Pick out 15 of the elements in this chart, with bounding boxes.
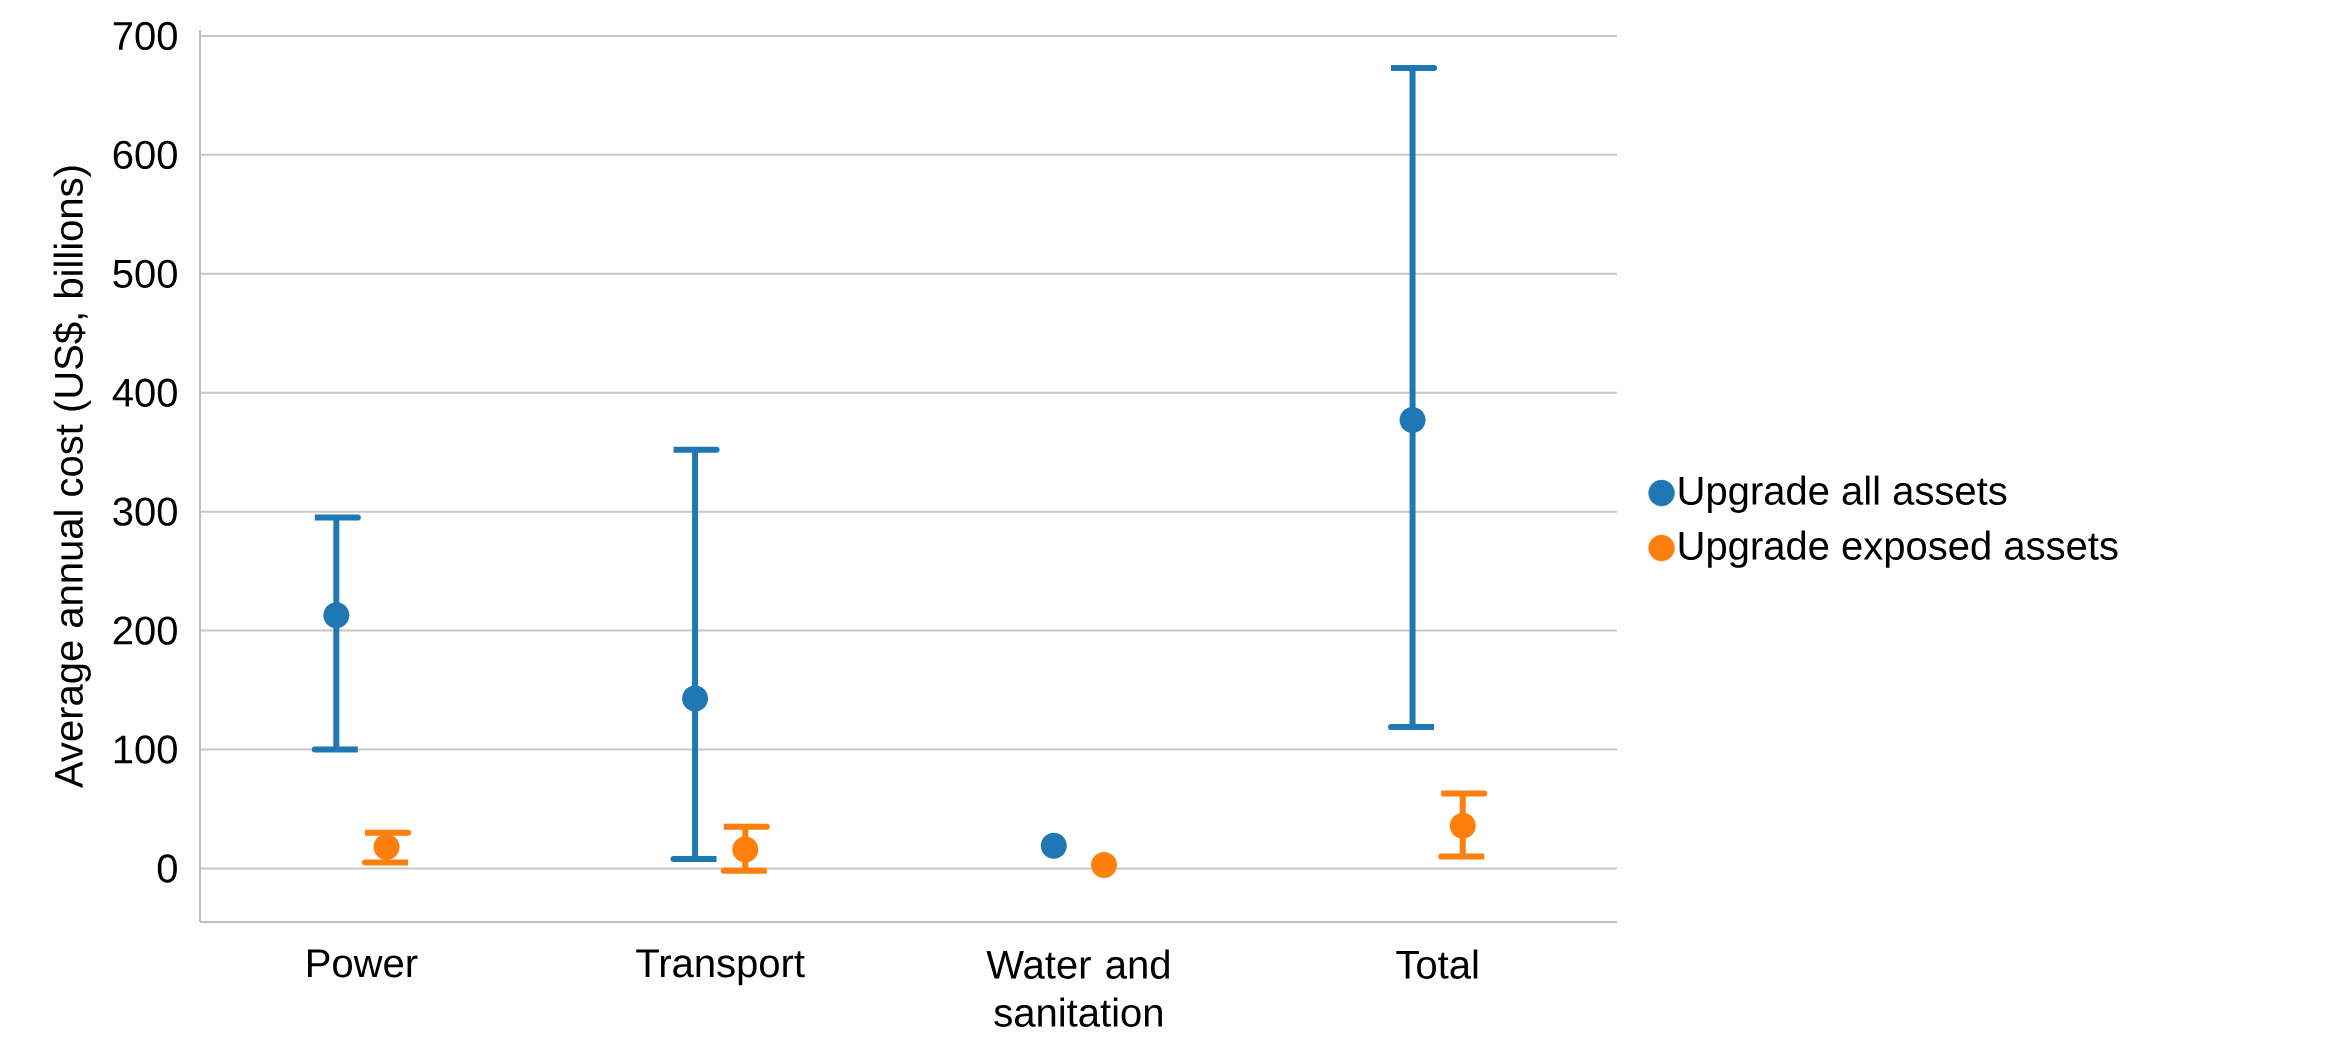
x-tick-label: Total <box>1396 949 1478 979</box>
y-tick-label: 400 <box>112 378 177 407</box>
x-tick-label: Water and sanitation <box>986 949 1169 1027</box>
y-tick-label: 200 <box>113 616 177 645</box>
legend-label: Upgrade all assets <box>1679 475 2007 513</box>
y-tick-label: 500 <box>113 259 177 288</box>
y-tick-label: 100 <box>114 735 177 764</box>
y-axis-title: Average annual cost (US$, billions) <box>52 166 91 788</box>
legend-label: Upgrade exposed assets <box>1679 530 2118 568</box>
y-tick-label: 300 <box>113 497 177 526</box>
y-tick-label: 700 <box>113 21 177 51</box>
y-tick-label: 0 <box>157 854 177 883</box>
x-tick-label: Power <box>308 949 418 978</box>
x-tick-label: Transport <box>636 949 805 986</box>
y-tick-label: 600 <box>113 140 177 170</box>
